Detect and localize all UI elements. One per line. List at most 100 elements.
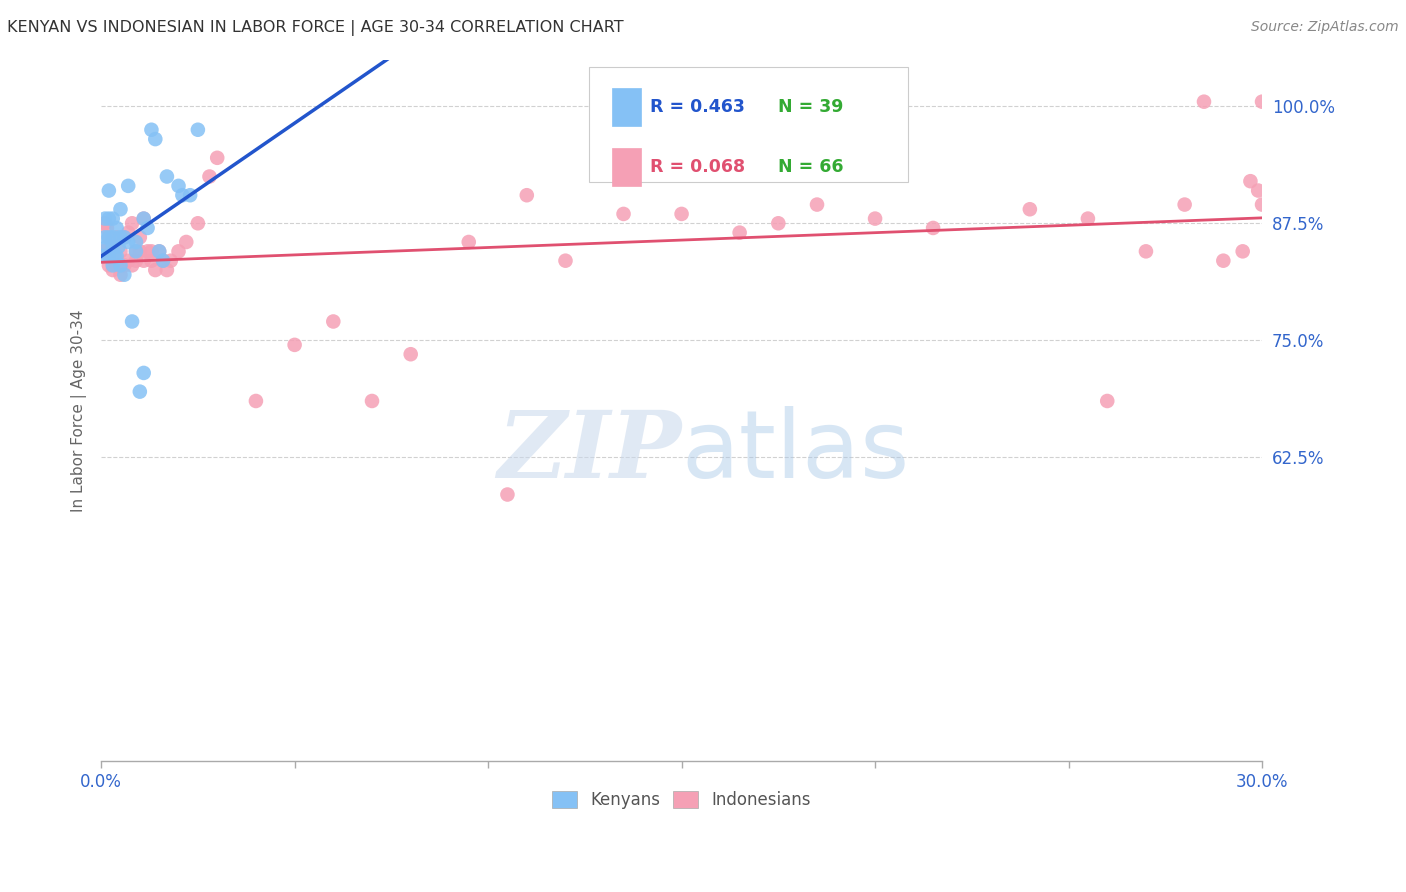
Point <box>141 253 163 268</box>
Point <box>167 178 190 193</box>
Point <box>117 253 139 268</box>
Point <box>156 169 179 184</box>
Point <box>97 184 120 198</box>
Point <box>136 244 159 259</box>
Bar <box>612 87 641 127</box>
Point <box>361 394 384 409</box>
Point <box>245 394 267 409</box>
Point <box>97 230 120 244</box>
Point <box>132 366 155 380</box>
Point <box>1174 197 1197 211</box>
Point <box>198 169 221 184</box>
Point <box>112 230 135 244</box>
Point <box>1251 95 1274 109</box>
Point <box>97 249 120 263</box>
Point <box>922 221 945 235</box>
Text: N = 39: N = 39 <box>778 98 844 116</box>
Point <box>128 244 150 259</box>
Point <box>187 216 209 230</box>
Point <box>284 338 307 352</box>
Point <box>132 211 155 226</box>
Point <box>399 347 422 361</box>
Point <box>107 240 129 254</box>
Point <box>141 122 163 136</box>
Point <box>101 230 124 244</box>
Point <box>457 235 479 249</box>
Point <box>94 244 117 259</box>
Point <box>143 132 166 146</box>
Point <box>94 216 117 230</box>
Point <box>121 314 143 328</box>
Point <box>322 314 344 328</box>
Point <box>152 253 174 268</box>
Point <box>148 244 170 259</box>
Point <box>105 230 128 244</box>
Point <box>728 226 751 240</box>
Point <box>125 253 148 268</box>
Point <box>143 263 166 277</box>
Point <box>174 235 197 249</box>
Text: ZIP: ZIP <box>498 408 682 498</box>
Point <box>167 244 190 259</box>
Point <box>1097 394 1119 409</box>
Point <box>768 216 790 230</box>
Point <box>125 244 148 259</box>
Point <box>148 244 170 259</box>
Point <box>94 211 117 226</box>
Point <box>1212 253 1234 268</box>
Point <box>516 188 538 202</box>
Point <box>806 197 828 211</box>
Point <box>554 253 576 268</box>
Point <box>141 244 163 259</box>
Point <box>94 230 117 244</box>
Point <box>187 122 209 136</box>
Bar <box>612 148 641 186</box>
Point <box>612 207 634 221</box>
Point <box>112 258 135 272</box>
Text: atlas: atlas <box>682 407 910 499</box>
Point <box>104 249 127 263</box>
Point <box>1239 174 1261 188</box>
Point <box>1192 95 1215 109</box>
Point <box>96 240 118 254</box>
Point <box>1077 211 1099 226</box>
Point <box>152 253 174 268</box>
Text: Source: ZipAtlas.com: Source: ZipAtlas.com <box>1251 20 1399 34</box>
Point <box>121 258 143 272</box>
Point <box>125 235 148 249</box>
Point <box>101 244 124 259</box>
Point <box>91 244 114 259</box>
Point <box>1018 202 1040 217</box>
FancyBboxPatch shape <box>589 67 908 182</box>
Point <box>172 188 194 202</box>
Point <box>96 221 118 235</box>
Point <box>205 151 228 165</box>
Point <box>105 258 128 272</box>
Point <box>128 230 150 244</box>
Point <box>1247 184 1270 198</box>
Point <box>117 226 139 240</box>
Point <box>101 240 124 254</box>
Point <box>117 178 139 193</box>
Text: N = 66: N = 66 <box>778 158 844 176</box>
Point <box>101 263 124 277</box>
Point <box>132 253 155 268</box>
Point <box>97 230 120 244</box>
Point <box>1135 244 1157 259</box>
Point <box>112 268 135 282</box>
Point <box>110 268 132 282</box>
Point <box>110 230 132 244</box>
Point <box>121 216 143 230</box>
Point <box>159 253 181 268</box>
Point <box>1251 197 1274 211</box>
Point <box>105 221 128 235</box>
Point <box>863 211 886 226</box>
Y-axis label: In Labor Force | Age 30-34: In Labor Force | Age 30-34 <box>72 310 87 512</box>
Point <box>110 202 132 217</box>
Point <box>110 244 132 259</box>
Point <box>128 384 150 399</box>
Point <box>496 487 519 501</box>
Point <box>125 244 148 259</box>
Text: KENYAN VS INDONESIAN IN LABOR FORCE | AGE 30-34 CORRELATION CHART: KENYAN VS INDONESIAN IN LABOR FORCE | AG… <box>7 20 624 36</box>
Point <box>97 211 120 226</box>
